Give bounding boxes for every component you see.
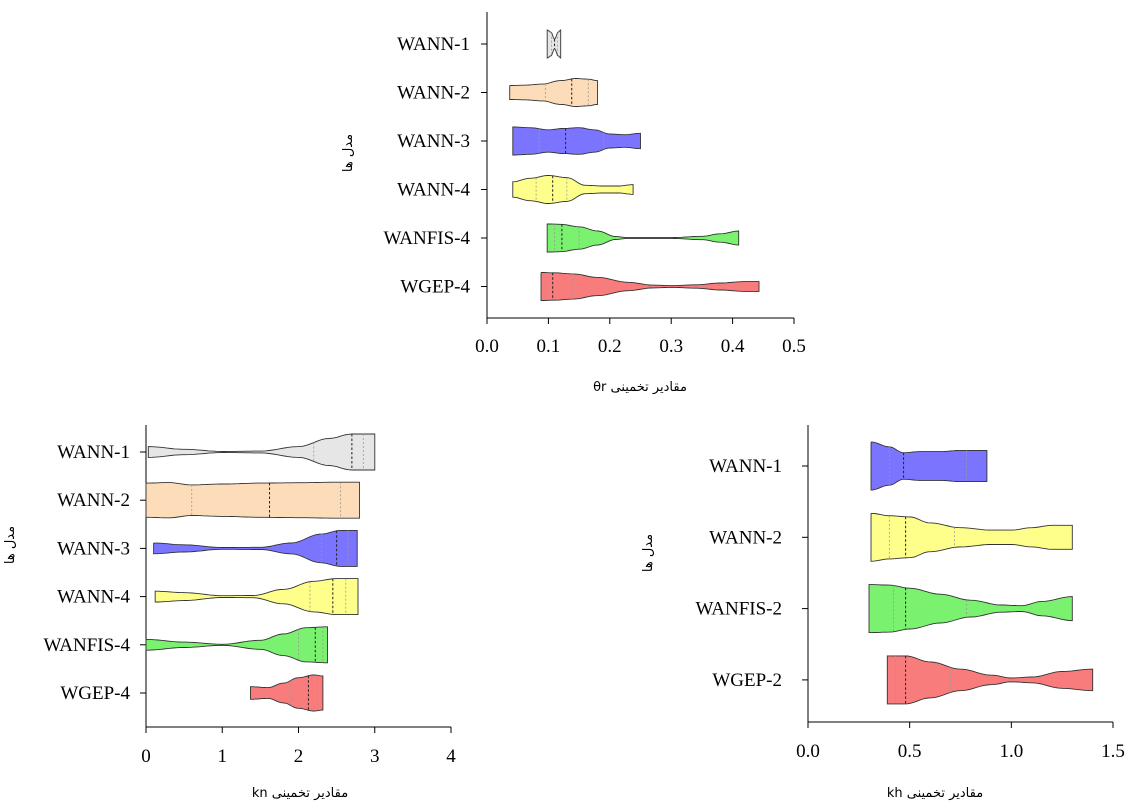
violin-shape (147, 433, 376, 471)
x-tick-label: 0.3 (659, 336, 683, 357)
x-axis-title: مقادیر تخمینی kh (887, 786, 983, 801)
category-label: WANN-2 (709, 527, 782, 548)
chart-theta-r: 0.0 0.1 0.2 0.3 0.4 0.5 مقادیر تخمینی θr مدل ها… (341, 12, 806, 395)
category-label: WANFIS-2 (695, 599, 782, 620)
x-tick-label: 1.0 (999, 741, 1023, 762)
violin-shape (886, 655, 1094, 705)
category-label: WGEP-4 (60, 683, 130, 704)
x-tick-label: 2 (294, 746, 304, 767)
y-axis-title: مدل ها (3, 526, 18, 564)
category-label: WGEP-4 (400, 277, 470, 298)
x-tick-label: 0.2 (598, 336, 622, 357)
violin-shape (546, 29, 562, 59)
category-label: WANN-2 (397, 83, 470, 104)
violin-shape (870, 512, 1073, 562)
violin-shape (512, 126, 641, 156)
category-label: WANN-4 (57, 587, 130, 608)
category-label: WANN-3 (397, 131, 470, 152)
y-axis-title: مدل ها (641, 534, 656, 572)
category-label: WANN-3 (57, 538, 130, 559)
chart-kh: 0.0 0.5 1.0 1.5 مقادیر تخمینی kh مدل ها WANN-1… (641, 425, 1125, 801)
violin-shape (153, 529, 358, 567)
x-tick-label: 0.5 (898, 741, 922, 762)
violin-shape (154, 578, 359, 616)
x-tick-label: 0.5 (782, 336, 806, 357)
category-label: WANN-4 (397, 180, 470, 201)
x-tick-label: 0.4 (721, 336, 745, 357)
violin-shape (546, 223, 740, 253)
category-label: WANFIS-4 (383, 228, 470, 249)
category-label: WANFIS-4 (43, 635, 130, 656)
violin-shape (540, 272, 760, 301)
x-tick-label: 0.0 (796, 741, 820, 762)
y-axis-title: مدل ها (341, 134, 356, 172)
violin-shape (250, 674, 324, 712)
x-tick-label: 4 (446, 746, 456, 767)
x-tick-label: 0.0 (475, 336, 499, 357)
category-label: WANN-1 (397, 34, 470, 55)
x-tick-label: 0.1 (537, 336, 561, 357)
violin-shape (870, 441, 988, 491)
category-label: WANN-2 (57, 490, 130, 511)
chart-kn: 0 1 2 3 4 مقادیر تخمینی kn مدل ها WANN-1 WANN-2 W… (3, 425, 456, 801)
violin-shape (145, 626, 328, 664)
violin-shape (509, 78, 598, 107)
violin-shape (145, 481, 360, 519)
x-tick-label: 1.5 (1101, 741, 1125, 762)
violin-shape (512, 175, 634, 204)
x-tick-label: 3 (370, 746, 380, 767)
x-axis-title: مقادیر تخمینی kn (252, 786, 348, 801)
x-axis-title: مقادیر تخمینی θr (593, 380, 687, 395)
category-label: WGEP-2 (712, 670, 782, 691)
x-tick-label: 1 (218, 746, 228, 767)
violin-shape (868, 584, 1073, 634)
category-label: WANN-1 (57, 442, 130, 463)
x-tick-label: 0 (141, 746, 151, 767)
category-label: WANN-1 (709, 456, 782, 477)
